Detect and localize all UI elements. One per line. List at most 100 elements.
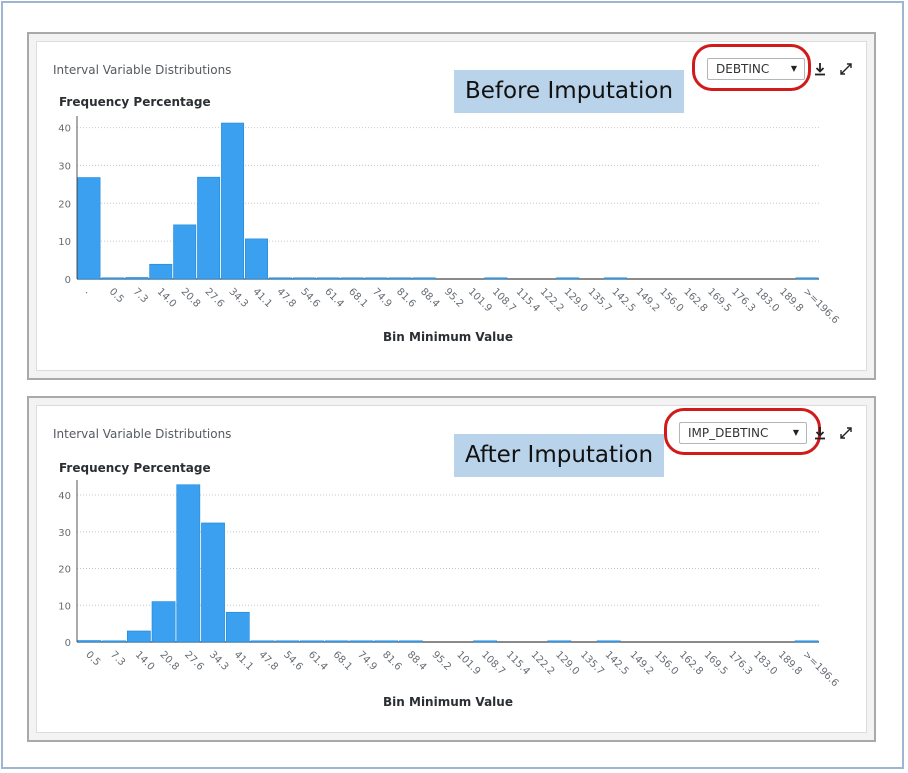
download-icon[interactable] <box>812 425 828 441</box>
y-tick-label: 30 <box>58 528 71 539</box>
histogram-bar <box>197 176 221 280</box>
y-tick-label: 0 <box>65 638 71 649</box>
x-tick-label: 7.3 <box>108 649 127 668</box>
x-tick-label: 115.4 <box>514 286 542 314</box>
x-tick-label: 149.2 <box>633 286 661 314</box>
variable-select[interactable]: IMP_DEBTINC ▼ <box>679 422 807 444</box>
y-tick-label: 10 <box>58 237 71 248</box>
x-tick-label: 142.5 <box>609 286 637 314</box>
x-tick-label: . <box>83 286 93 296</box>
x-tick-label: 108.7 <box>490 286 518 314</box>
x-tick-label: >=196.6 <box>801 286 841 326</box>
histogram-bar <box>324 640 349 643</box>
x-tick-label: 0.5 <box>107 286 126 305</box>
x-tick-label: 108.7 <box>479 649 507 677</box>
x-tick-label: 74.9 <box>355 649 379 673</box>
histogram-bar <box>101 277 125 280</box>
histogram-bar <box>349 640 374 643</box>
x-tick-label: 14.0 <box>133 649 157 673</box>
x-tick-label: 81.6 <box>380 649 404 673</box>
panel-before: Interval Variable Distributions Frequenc… <box>27 32 876 380</box>
histogram-bar <box>596 640 621 643</box>
histogram-bar <box>473 640 497 643</box>
variable-select-value: IMP_DEBTINC <box>688 426 769 440</box>
x-tick-label: 47.8 <box>256 649 280 673</box>
histogram-chart: 0 10 20 30 40 0.5 7.3 14.0 20.8 27.6 34.3 41.1 47.8 5… <box>58 480 840 709</box>
x-tick-label: 0.5 <box>83 649 102 668</box>
histogram-bar <box>364 277 388 280</box>
x-tick-label: 183.0 <box>753 286 781 314</box>
x-tick-label: 176.3 <box>729 286 757 314</box>
y-tick-label: 20 <box>58 565 71 576</box>
x-tick-label: 88.4 <box>405 649 429 673</box>
download-icon[interactable] <box>812 61 828 77</box>
histogram-bar <box>201 522 225 643</box>
x-tick-label: 95.2 <box>442 286 466 310</box>
x-tick-label: 54.6 <box>281 649 305 673</box>
histogram-bar <box>388 277 412 280</box>
x-tick-label: 122.2 <box>528 649 556 677</box>
x-tick-label: 61.4 <box>322 286 346 310</box>
y-tick-label: 20 <box>58 199 71 210</box>
x-tick-label: 176.3 <box>726 649 754 677</box>
x-tick-label: 61.4 <box>306 649 330 673</box>
x-tick-label: 162.8 <box>681 286 709 314</box>
card-title: Interval Variable Distributions <box>53 427 232 441</box>
y-tick-label: 0 <box>65 275 71 286</box>
histogram-bar <box>268 277 292 280</box>
x-tick-label: 189.8 <box>777 286 805 314</box>
x-tick-label: 68.1 <box>331 649 355 673</box>
panel-after: Interval Variable Distributions Frequenc… <box>27 396 876 742</box>
variable-select-value: DEBTINC <box>716 62 770 76</box>
y-axis-title: Frequency Percentage <box>59 95 211 109</box>
histogram-bar <box>250 640 275 643</box>
y-tick-label: 40 <box>58 124 71 135</box>
expand-icon[interactable] <box>838 61 854 77</box>
histogram-bar <box>399 640 423 643</box>
x-tick-label: 135.7 <box>585 286 613 314</box>
x-tick-label: 149.2 <box>627 649 655 677</box>
annotation-label: Before Imputation <box>454 70 685 113</box>
x-tick-label: 34.3 <box>226 286 250 310</box>
x-tick-label: 101.9 <box>454 649 482 677</box>
y-tick-label: 40 <box>58 491 71 502</box>
histogram-bar <box>316 277 340 280</box>
x-tick-label: 54.6 <box>298 286 322 310</box>
chevron-down-icon: ▼ <box>792 428 799 437</box>
histogram-bar <box>556 277 580 280</box>
histogram-bar <box>245 238 268 280</box>
x-tick-label: 129.0 <box>562 286 590 314</box>
x-axis-title: Bin Minimum Value <box>383 330 513 344</box>
histogram-bar <box>412 277 436 280</box>
x-tick-label: 27.6 <box>203 286 227 310</box>
histogram-bar <box>340 277 364 280</box>
histogram-bar <box>795 277 819 280</box>
expand-icon[interactable] <box>838 425 854 441</box>
card-title: Interval Variable Distributions <box>53 63 232 77</box>
x-tick-label: 95.2 <box>430 649 454 673</box>
x-tick-label: 169.5 <box>705 286 733 314</box>
y-tick-label: 10 <box>58 601 71 612</box>
x-tick-label: 162.8 <box>677 649 705 677</box>
x-tick-label: 183.0 <box>751 649 779 677</box>
highlight-ring <box>692 44 811 91</box>
y-axis-title: Frequency Percentage <box>59 461 211 475</box>
annotation-label: After Imputation <box>454 434 665 477</box>
x-axis-title: Bin Minimum Value <box>383 695 513 709</box>
histogram-bar <box>374 640 399 643</box>
x-tick-label: 122.2 <box>538 286 566 314</box>
x-tick-label: 14.0 <box>155 286 179 310</box>
histogram-bar <box>300 640 324 643</box>
chevron-down-icon: ▼ <box>790 64 797 73</box>
x-tick-label: 189.8 <box>776 649 804 677</box>
y-tick-label: 30 <box>58 161 71 172</box>
histogram-bar <box>176 484 201 643</box>
histogram-bar <box>77 177 101 280</box>
x-tick-label: 142.5 <box>603 649 631 677</box>
variable-select[interactable]: DEBTINC ▼ <box>707 58 805 80</box>
histogram-bar <box>125 277 149 280</box>
x-tick-label: 88.4 <box>418 286 442 310</box>
histogram-bar <box>225 611 250 643</box>
x-tick-label: 20.8 <box>179 286 203 310</box>
